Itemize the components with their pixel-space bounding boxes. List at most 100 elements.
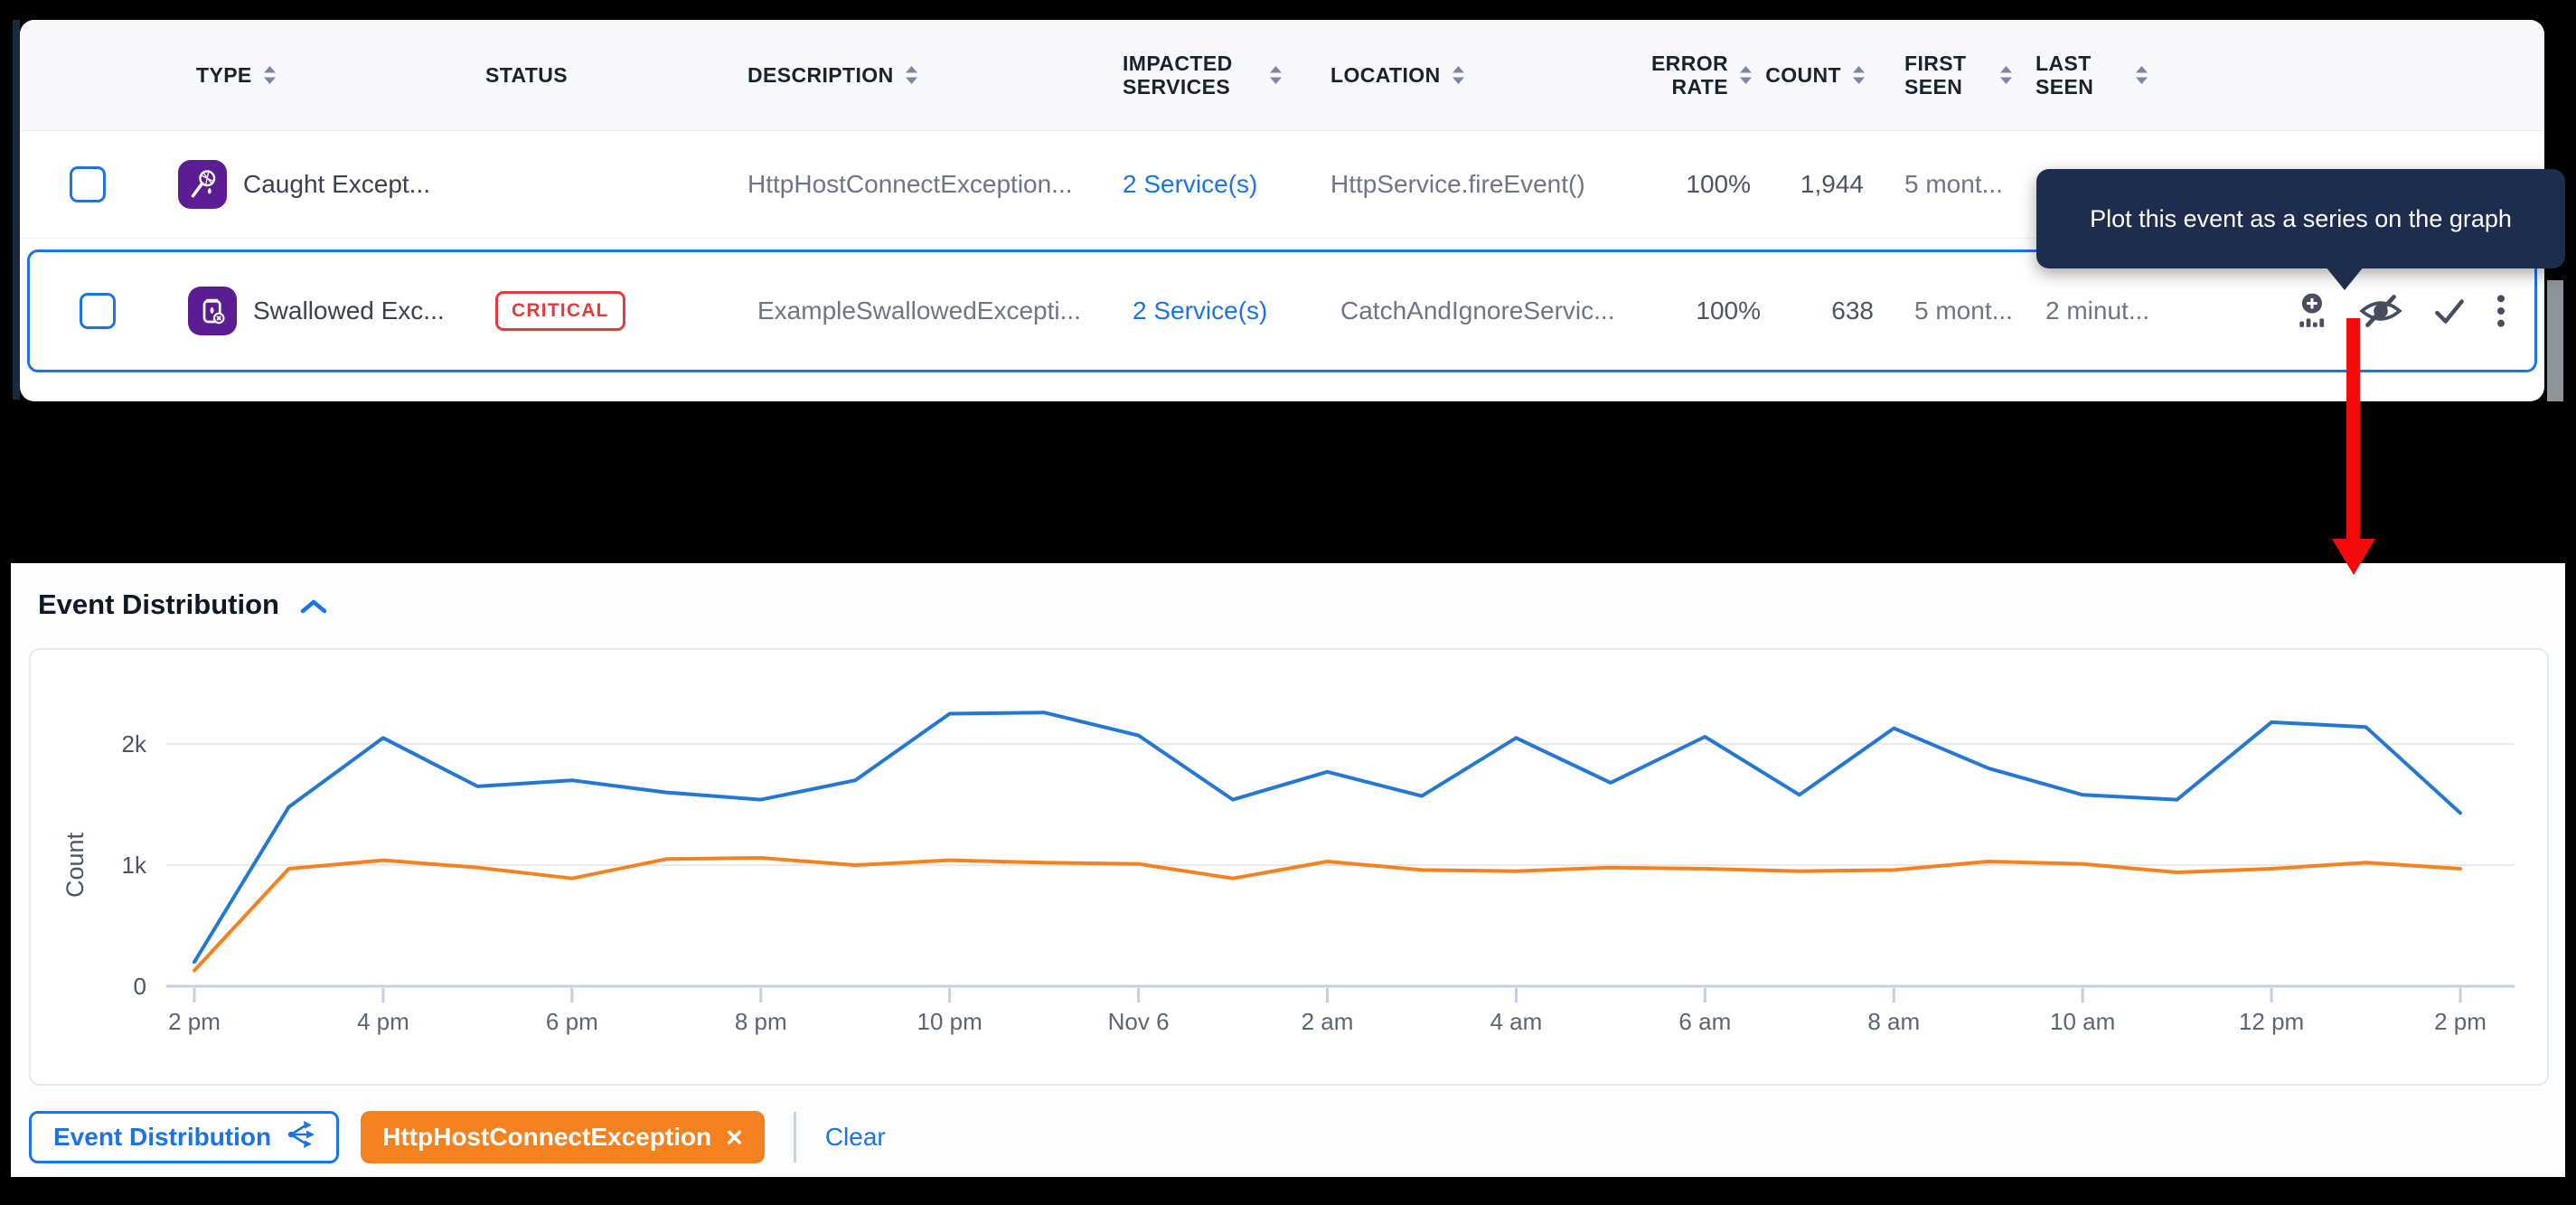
column-label: LOCATION: [1330, 62, 1441, 87]
tooltip-caret: [2326, 267, 2364, 290]
chip-label: Event Distribution: [53, 1123, 272, 1151]
column-label: STATUS: [485, 62, 568, 87]
cell-location: CatchAndIgnoreServic...: [1340, 297, 1615, 325]
column-header-description[interactable]: DESCRIPTION: [725, 63, 1100, 87]
column-header-status[interactable]: STATUS: [463, 63, 725, 87]
x-tick-label: 8 am: [1867, 1008, 1920, 1035]
swallowed-exception-icon: [188, 287, 237, 335]
cell-type: Swallowed Exc...: [165, 287, 473, 335]
column-header-count[interactable]: COUNT: [1765, 63, 1882, 87]
divider: [793, 1112, 796, 1163]
sort-icon[interactable]: [1999, 65, 2013, 85]
column-label: ERROR RATE: [1650, 51, 1728, 99]
sort-icon[interactable]: [905, 65, 918, 85]
chip-event-distribution[interactable]: Event Distribution: [29, 1111, 340, 1163]
x-tick-label: 8 pm: [735, 1008, 787, 1035]
y-tick-label: 1k: [122, 852, 147, 879]
cell-actions: [2158, 292, 2534, 330]
x-tick-label: Nov 6: [1108, 1008, 1170, 1035]
cell-select: [20, 166, 155, 202]
x-tick-label: 4 am: [1490, 1008, 1543, 1035]
cell-description: ExampleSwallowedExcepti...: [757, 297, 1081, 325]
table-header-row: TYPE STATUS DESCRIPTION IMPACTED SERVICE…: [20, 20, 2544, 131]
column-label: DESCRIPTION: [747, 62, 894, 87]
type-label: Swallowed Exc...: [253, 297, 445, 325]
plot-on-graph-icon[interactable]: [2294, 292, 2332, 330]
table-row[interactable]: Swallowed Exc... CRITICAL ExampleSwallow…: [30, 252, 2534, 370]
cell-first-seen: 5 mont...: [1904, 170, 2003, 198]
column-label: COUNT: [1765, 62, 1841, 87]
annotation-arrow-head: [2332, 539, 2375, 575]
impacted-services-link[interactable]: 2 Service(s): [1123, 170, 1258, 198]
column-header-last-seen[interactable]: LAST SEEN: [2013, 52, 2148, 99]
cell-error-rate: 100%: [1696, 297, 1761, 325]
section-header: Event Distribution: [38, 588, 328, 621]
event-distribution-section: Event Distribution 2 pm 4 pm 6 pm 8 pm 10 pm…: [11, 563, 2565, 1177]
x-tick-label: 2 am: [1302, 1008, 1354, 1035]
column-header-impacted-services[interactable]: IMPACTED SERVICES: [1100, 52, 1308, 99]
clear-button[interactable]: Clear: [824, 1123, 886, 1151]
sort-icon[interactable]: [263, 65, 277, 85]
row-checkbox[interactable]: [80, 293, 116, 329]
x-tick-label: 2 pm: [168, 1008, 221, 1035]
cell-status: CRITICAL: [473, 291, 735, 331]
column-label: LAST SEEN: [2035, 51, 2094, 99]
series-httphostconnectexception: [193, 856, 2462, 973]
cell-location: HttpService.fireEvent(): [1330, 170, 1585, 198]
column-header-location[interactable]: LOCATION: [1308, 63, 1647, 87]
annotation-arrow: [2346, 318, 2360, 542]
cell-error-rate: 100%: [1686, 170, 1751, 198]
row-checkbox[interactable]: [70, 166, 106, 202]
cell-select: [30, 293, 165, 329]
sort-icon[interactable]: [1269, 65, 1283, 85]
column-label: IMPACTED SERVICES: [1123, 51, 1233, 99]
y-tick-label: 2k: [122, 730, 147, 758]
chip-label: HttpHostConnectException: [382, 1123, 712, 1151]
plot-event-tooltip: Plot this event as a series on the graph: [2036, 169, 2565, 290]
x-tick-label: 2 pm: [2434, 1008, 2487, 1035]
column-header-error-rate[interactable]: ERROR RATE: [1647, 52, 1769, 99]
x-tick-label: 12 pm: [2239, 1008, 2304, 1035]
cell-last-seen: 2 minut...: [2045, 297, 2150, 325]
sort-icon[interactable]: [1452, 65, 1465, 85]
type-label: Caught Except...: [243, 170, 431, 198]
hide-event-icon[interactable]: [2357, 292, 2404, 330]
y-tick-label: 0: [134, 973, 146, 1000]
column-label: FIRST SEEN: [1904, 51, 1967, 99]
scrollbar[interactable]: [2547, 280, 2563, 401]
cell-impacted-services: 2 Service(s): [1100, 170, 1308, 199]
cell-type: Caught Except...: [155, 160, 463, 209]
chip-httphostconnectexception[interactable]: HttpHostConnectException ×: [361, 1111, 765, 1163]
sort-icon[interactable]: [2135, 65, 2148, 85]
event-distribution-chart: 2 pm 4 pm 6 pm 8 pm 10 pm Nov 6 2 am 4 am 6 am 8 …: [29, 648, 2549, 1086]
column-header-first-seen[interactable]: FIRST SEEN: [1882, 52, 2013, 99]
series-chips-row: Event Distribution HttpHostConnectExcept…: [29, 1111, 886, 1163]
caught-exception-icon: [178, 160, 227, 209]
x-tick-label: 6 am: [1678, 1008, 1731, 1035]
column-header-type[interactable]: TYPE: [155, 63, 463, 87]
cell-count: 1,944: [1800, 170, 1864, 198]
cell-count: 638: [1831, 297, 1874, 325]
fork-icon: [286, 1120, 315, 1155]
app-left-edge: [13, 20, 20, 400]
table-row-selected[interactable]: Swallowed Exc... CRITICAL ExampleSwallow…: [27, 249, 2537, 372]
column-label: TYPE: [196, 62, 252, 87]
tooltip-text: Plot this event as a series on the graph: [2090, 204, 2512, 232]
cell-description: HttpHostConnectException...: [747, 170, 1073, 198]
sort-icon[interactable]: [1739, 65, 1753, 85]
chevron-up-icon[interactable]: [299, 598, 328, 615]
line-chart: 2 pm 4 pm 6 pm 8 pm 10 pm Nov 6 2 am 4 am 6 am 8 …: [61, 711, 2515, 1035]
resolve-event-icon[interactable]: [2430, 292, 2469, 330]
x-tick-label: 6 pm: [546, 1008, 598, 1035]
x-tick-label: 4 pm: [357, 1008, 409, 1035]
sort-icon[interactable]: [1852, 65, 1866, 85]
close-icon[interactable]: ×: [726, 1121, 743, 1153]
impacted-services-link[interactable]: 2 Service(s): [1133, 297, 1268, 325]
section-title: Event Distribution: [38, 588, 279, 620]
series-event-distribution: [193, 711, 2462, 965]
more-options-icon[interactable]: [2495, 292, 2507, 330]
status-badge: CRITICAL: [495, 291, 625, 331]
y-axis-label: Count: [61, 832, 89, 898]
cell-first-seen: 5 mont...: [1914, 297, 2013, 325]
